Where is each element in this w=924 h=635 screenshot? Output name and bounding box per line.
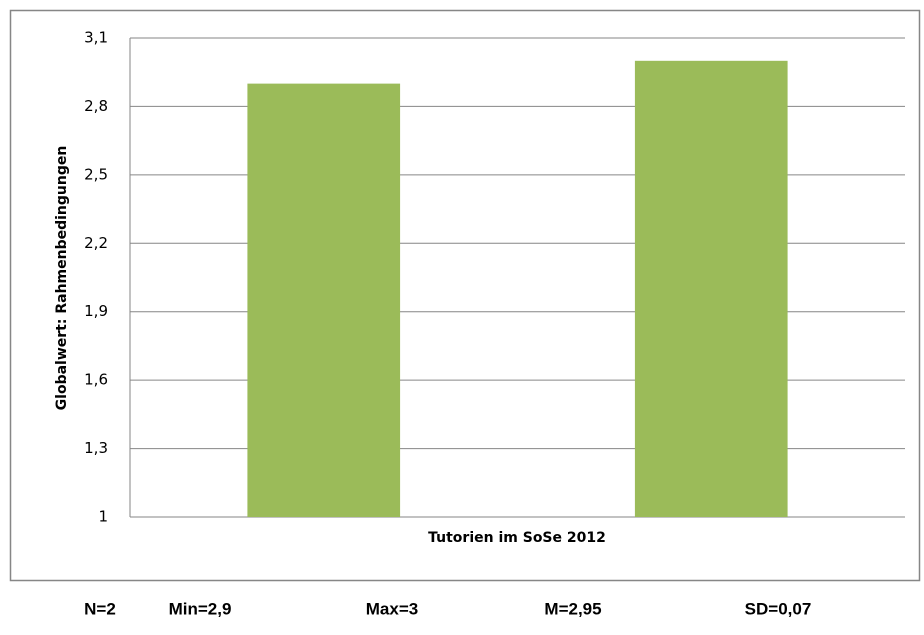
stat-label: Min=2,9	[169, 599, 232, 618]
y-tick-label: 2,2	[84, 234, 108, 252]
stat-label: M=2,95	[544, 599, 601, 618]
y-tick-label: 1,9	[84, 302, 108, 320]
y-tick-label: 1,6	[84, 371, 108, 389]
y-tick-label: 2,8	[84, 97, 108, 115]
y-tick-label: 3,1	[84, 29, 108, 47]
stat-label: Max=3	[366, 599, 418, 618]
y-tick-label: 1	[98, 508, 108, 526]
y-tick-label: 2,5	[84, 165, 108, 183]
y-tick-label: 1,3	[84, 439, 108, 457]
bar	[247, 83, 401, 517]
stat-label: SD=0,07	[745, 599, 812, 618]
y-axis-title: Globalwert: Rahmenbedingungen	[54, 146, 70, 411]
x-axis-title: Tutorien im SoSe 2012	[428, 530, 606, 546]
bar	[634, 60, 788, 518]
stat-label: N=2	[84, 599, 116, 618]
